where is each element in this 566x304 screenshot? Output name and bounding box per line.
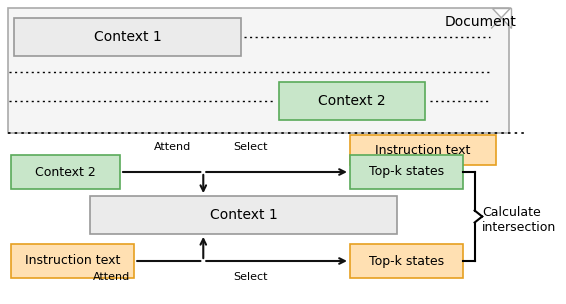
Text: Instruction text: Instruction text — [25, 254, 121, 268]
Text: Attend: Attend — [155, 142, 192, 152]
Bar — [7, 8, 509, 133]
Text: Attend: Attend — [93, 272, 130, 282]
Text: Context 2: Context 2 — [319, 94, 386, 108]
Text: Calculate
intersection: Calculate intersection — [482, 206, 556, 234]
Text: Top-k states: Top-k states — [369, 254, 444, 268]
Bar — [279, 82, 426, 120]
Bar — [350, 135, 496, 165]
Text: Document: Document — [444, 15, 516, 29]
Bar — [350, 155, 464, 189]
Bar — [11, 244, 134, 278]
Bar — [14, 18, 241, 56]
Text: Select: Select — [233, 272, 268, 282]
Text: Context 1: Context 1 — [209, 208, 277, 222]
Text: Context 1: Context 1 — [94, 30, 161, 44]
Text: Context 2: Context 2 — [35, 165, 96, 178]
Text: Instruction text: Instruction text — [375, 143, 471, 157]
Bar — [11, 155, 120, 189]
Bar — [350, 244, 464, 278]
Text: Select: Select — [233, 142, 268, 152]
Bar — [90, 196, 397, 234]
Text: Top-k states: Top-k states — [369, 165, 444, 178]
Polygon shape — [492, 8, 511, 28]
